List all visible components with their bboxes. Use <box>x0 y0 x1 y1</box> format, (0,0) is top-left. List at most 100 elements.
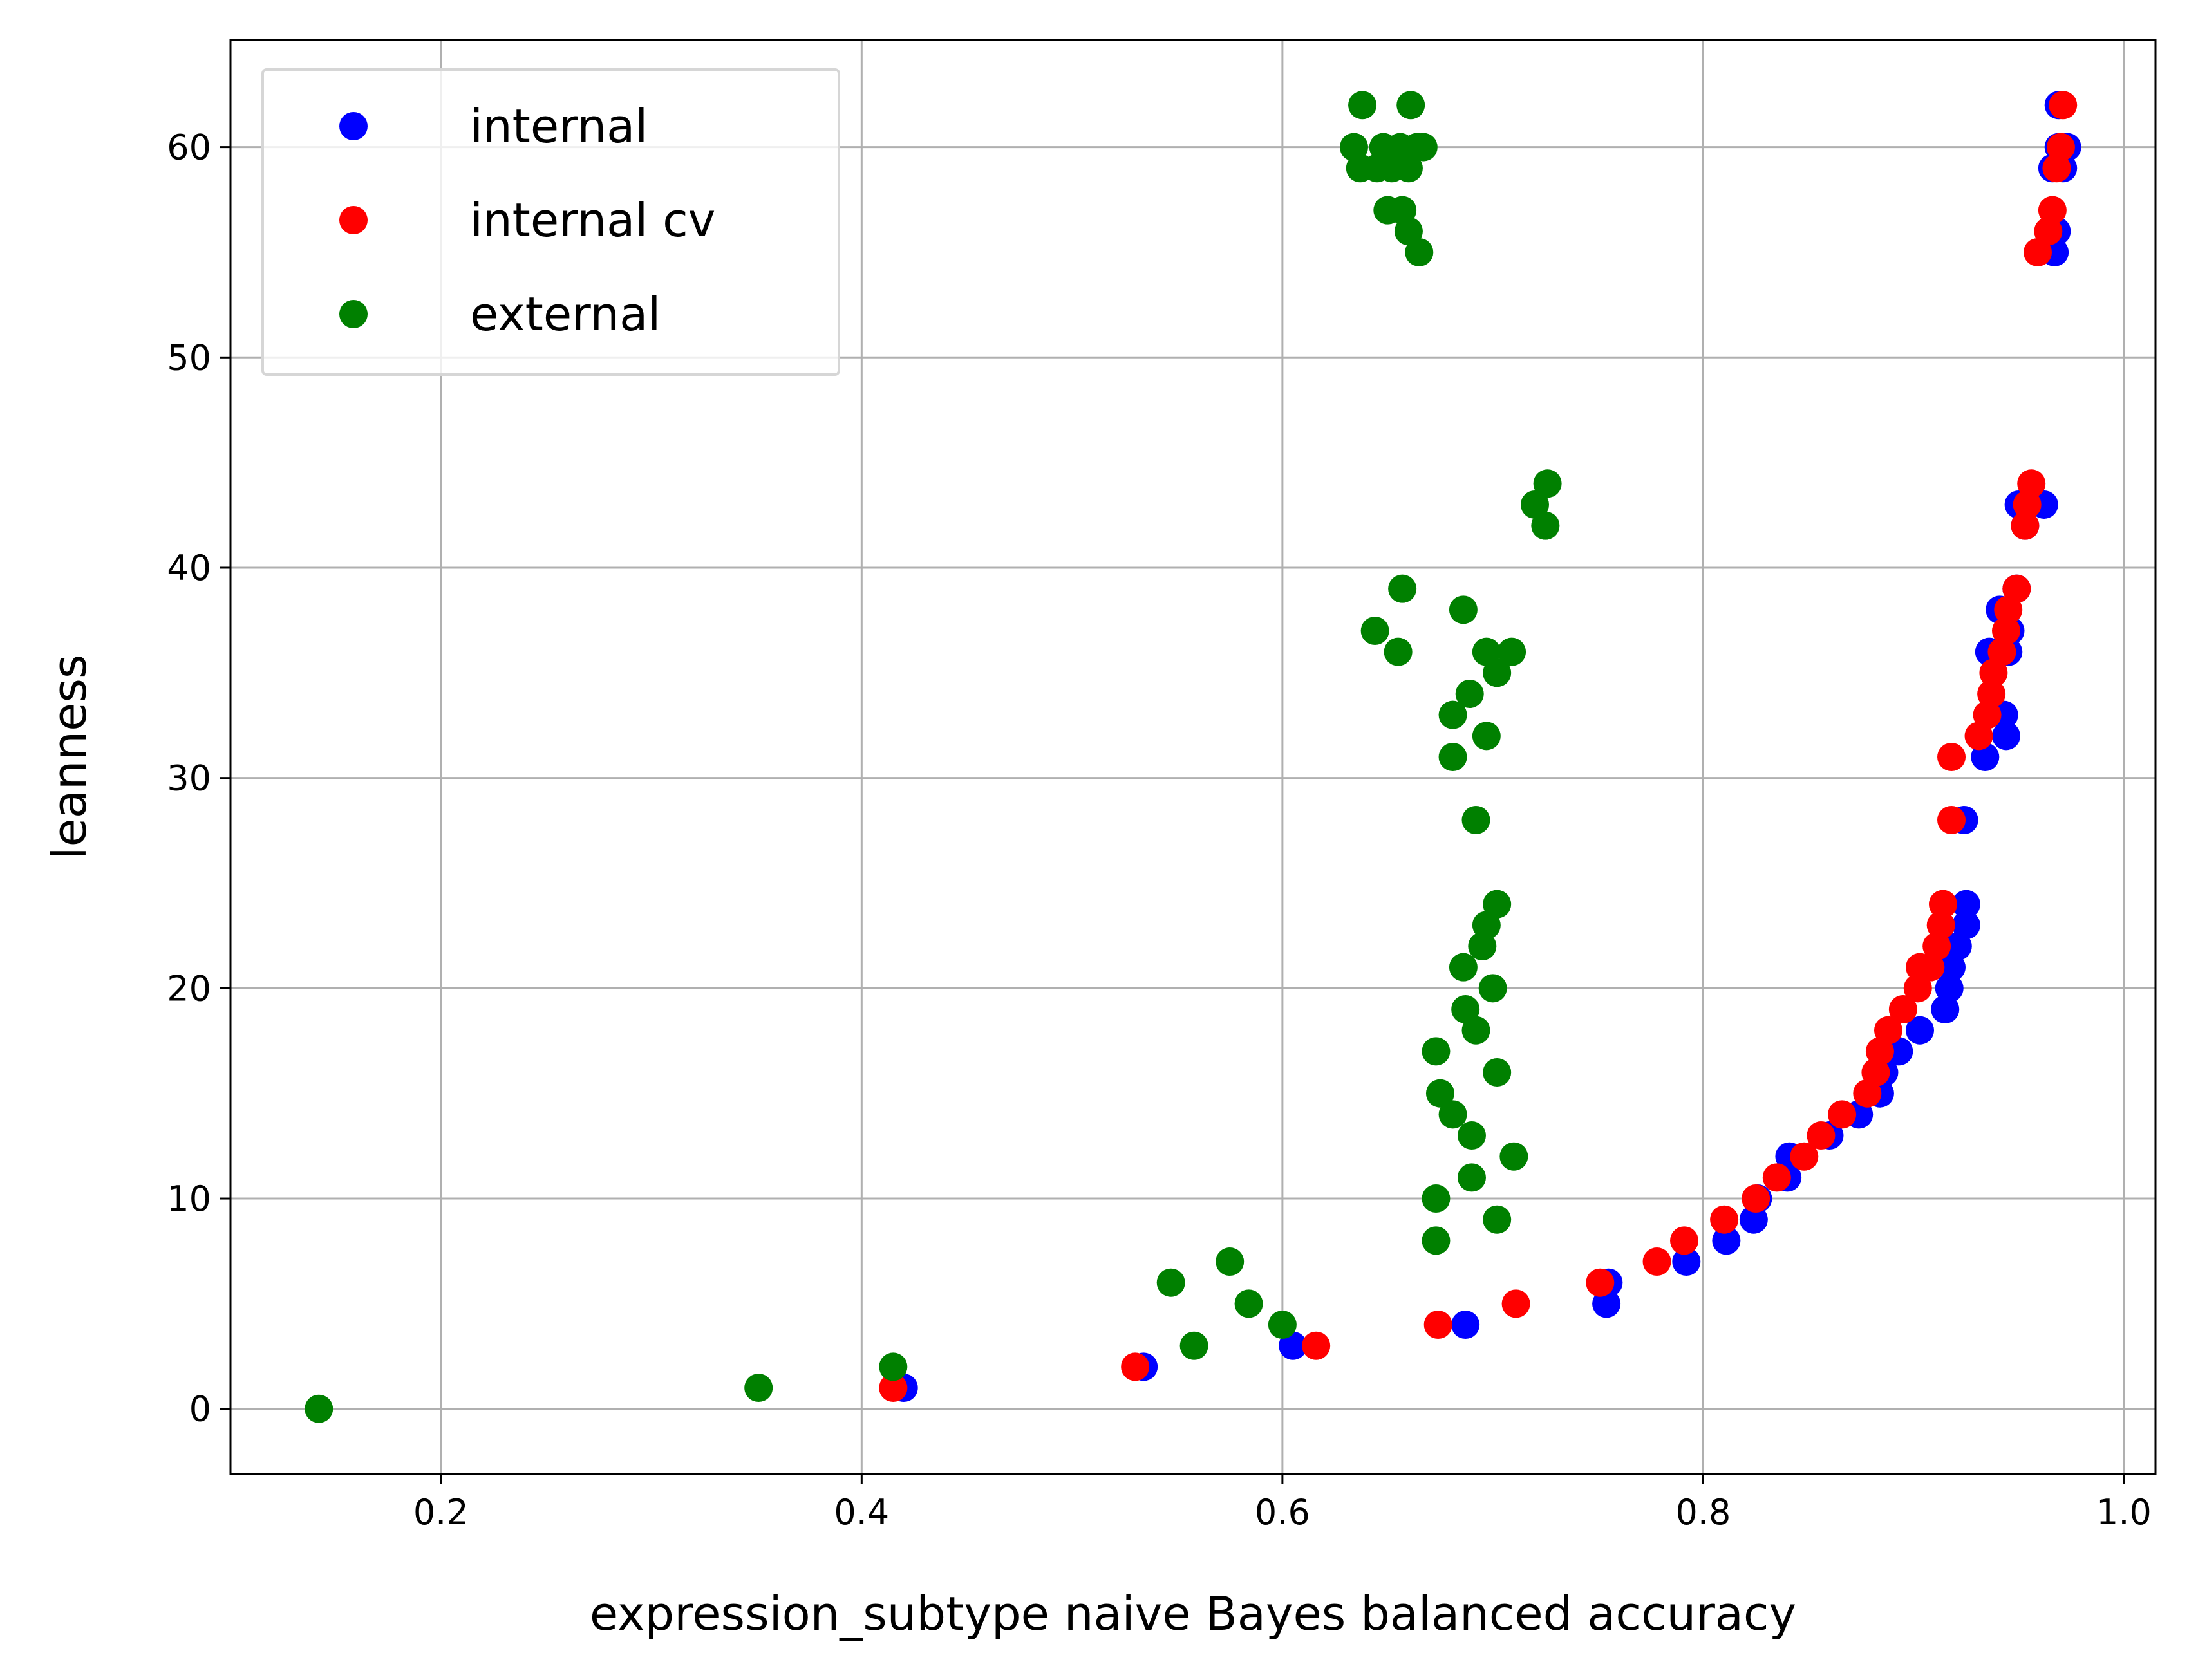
scatter-point <box>1179 1331 1208 1360</box>
legend-label: external <box>470 287 661 341</box>
scatter-point <box>1156 1268 1185 1297</box>
x-tick-label: 0.4 <box>834 1492 889 1533</box>
scatter-point <box>1472 722 1501 751</box>
scatter-point <box>1409 133 1438 162</box>
scatter-point <box>1425 1079 1454 1108</box>
scatter-point <box>1438 1100 1467 1129</box>
scatter-point <box>879 1352 908 1381</box>
scatter-point <box>2011 511 2040 540</box>
plot-frame <box>229 39 2157 1475</box>
legend-box <box>261 68 840 376</box>
scatter-point <box>1935 974 1964 1003</box>
scatter-point <box>1396 91 1425 120</box>
scatter-point <box>1483 890 1512 919</box>
scatter-point <box>1712 1226 1741 1255</box>
y-tick-label: 60 <box>167 127 211 168</box>
scatter-point <box>2038 196 2067 225</box>
scatter-point <box>1531 511 1560 540</box>
scatter-point <box>1423 1311 1452 1339</box>
x-tick-label: 0.8 <box>1675 1492 1731 1533</box>
scatter-point <box>1977 679 2006 708</box>
scatter-point <box>1451 1311 1480 1339</box>
scatter-point <box>2024 238 2052 266</box>
scatter-point <box>1586 1268 1615 1297</box>
scatter-point <box>1422 1037 1451 1066</box>
y-tick-label: 50 <box>167 337 211 378</box>
scatter-point <box>1422 1184 1451 1213</box>
x-tick-label: 1.0 <box>2096 1492 2152 1533</box>
scatter-point <box>2046 133 2075 162</box>
x-tick-label: 0.6 <box>1255 1492 1310 1533</box>
legend-marker <box>339 206 368 234</box>
grid-lines <box>230 40 2156 1474</box>
scatter-point <box>1874 1016 1902 1045</box>
scatter-point <box>1472 911 1501 940</box>
scatter-point <box>1987 637 2016 666</box>
scatter-point <box>1461 1016 1490 1045</box>
scatter-point <box>1928 890 1957 919</box>
scatter-point <box>1121 1352 1150 1381</box>
scatter-point <box>1384 637 1413 666</box>
scatter-point <box>1483 1058 1512 1087</box>
scatter-point <box>744 1374 773 1403</box>
scatter-point <box>1937 743 1966 771</box>
scatter-point <box>1388 574 1417 603</box>
scatter-point <box>1483 1205 1512 1234</box>
scatter-point <box>2013 490 2042 519</box>
scatter-point <box>1339 133 1368 162</box>
scatter-point <box>1642 1247 1671 1276</box>
scatter-point <box>1710 1205 1739 1234</box>
scatter-point <box>2017 469 2046 498</box>
scatter-point <box>1457 1163 1486 1192</box>
legend-label: internal <box>470 99 648 153</box>
scatter-point <box>1360 616 1389 645</box>
scatter-point <box>1279 1331 1308 1360</box>
scatter-point <box>1478 974 1507 1003</box>
scatter-point <box>1922 932 1951 961</box>
scatter-point <box>1991 722 2020 751</box>
scatter-point <box>1468 932 1497 961</box>
y-tick-label: 10 <box>167 1179 211 1219</box>
scatter-point <box>1449 595 1478 624</box>
scatter-point <box>1348 91 1377 120</box>
scatter-point <box>1762 1163 1791 1192</box>
scatter-point <box>1268 1311 1297 1339</box>
scatter-point <box>1461 806 1490 835</box>
scatter-point <box>1807 1121 1836 1150</box>
scatter-point <box>1861 1058 1890 1087</box>
scatter-point <box>305 1394 333 1423</box>
scatter-point <box>879 1374 908 1403</box>
y-axis-ticks: 0 10 20 30 40 50 60 <box>167 127 230 1430</box>
scatter-point <box>1521 490 1550 519</box>
scatter-point <box>1672 1247 1701 1276</box>
scatter-point <box>1828 1100 1857 1129</box>
y-tick-label: 30 <box>167 758 211 799</box>
scatter-point <box>1739 1205 1768 1234</box>
series-2 <box>305 91 1562 1423</box>
legend-marker <box>339 112 368 140</box>
data-points <box>305 91 2081 1423</box>
y-tick-label: 40 <box>167 548 211 588</box>
scatter-point <box>1926 911 1955 940</box>
scatter-point <box>1388 196 1417 225</box>
scatter-point <box>2042 154 2071 183</box>
scatter-point <box>1438 743 1467 771</box>
legend-label: internal cv <box>470 193 715 247</box>
scatter-point <box>1533 469 1562 498</box>
scatter-point <box>1501 1289 1530 1318</box>
scatter-point <box>1951 911 1980 940</box>
scatter-point <box>1405 238 1434 266</box>
scatter-point <box>1790 1142 1819 1171</box>
scatter-point <box>1234 1289 1263 1318</box>
scatter-point <box>1472 637 1501 666</box>
x-tick-label: 0.2 <box>413 1492 469 1533</box>
y-tick-label: 20 <box>167 968 211 1009</box>
scatter-point <box>1906 1016 1935 1045</box>
scatter-point <box>2049 91 2078 120</box>
scatter-point <box>1742 1184 1771 1213</box>
series-1 <box>879 91 2078 1403</box>
scatter-point <box>1499 1142 1528 1171</box>
scatter-point <box>2002 574 2031 603</box>
scatter-point <box>1451 995 1480 1024</box>
scatter-point <box>1991 616 2020 645</box>
